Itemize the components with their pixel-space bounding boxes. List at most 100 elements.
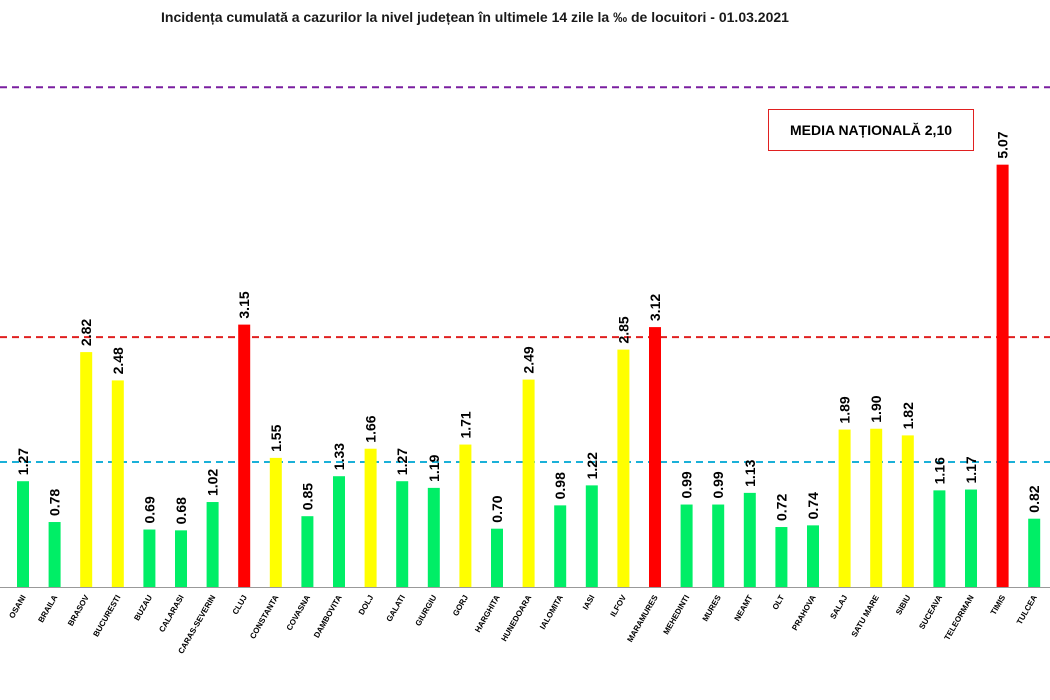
value-label-neamt: 1.13 bbox=[742, 459, 758, 486]
value-label-mehedinti: 0.99 bbox=[679, 471, 695, 498]
bar-harghita bbox=[491, 528, 503, 587]
category-label-covasna: COVASNA bbox=[285, 593, 313, 632]
bar-covasna bbox=[301, 516, 314, 587]
category-label-braila: BRAILA bbox=[36, 593, 59, 624]
bar-calarasi bbox=[175, 530, 187, 587]
category-label-constanta: CONSTANTA bbox=[248, 593, 280, 640]
category-label-giurgiu: GIURGIU bbox=[414, 593, 439, 627]
value-label-bucuresti: 2.48 bbox=[110, 347, 126, 374]
bar-suceava bbox=[933, 490, 946, 587]
category-label-bucuresti: BUCURESTI bbox=[91, 594, 122, 639]
bar-constanta bbox=[269, 457, 282, 587]
value-label-galati: 1.27 bbox=[394, 448, 410, 475]
category-label-mehedinti: MEHEDINTI bbox=[662, 594, 692, 637]
value-label-gorj: 1.71 bbox=[457, 411, 473, 438]
bar-dambovita bbox=[333, 476, 345, 587]
category-label-sibiu: SIBIU bbox=[894, 593, 913, 616]
bar-brasov bbox=[80, 352, 93, 587]
category-label-neamt: NEAMT bbox=[733, 593, 755, 622]
bars-group bbox=[17, 164, 1041, 587]
value-label-timis: 5.07 bbox=[995, 131, 1011, 158]
bar-salaj bbox=[838, 429, 851, 587]
category-label-salaj: SALAJ bbox=[828, 594, 849, 621]
category-labels-group: OSANI BRAILA BRASOV BUCURESTI BUZAU CALARASI C… bbox=[7, 593, 1039, 655]
value-label-mures: 0.99 bbox=[710, 471, 726, 498]
bar-botosani bbox=[17, 481, 29, 587]
category-label-teleorman: TELEORMAN bbox=[943, 593, 976, 642]
bar-giurgiu bbox=[427, 487, 440, 587]
bar-mures bbox=[712, 504, 725, 587]
category-label-timis: TIMIS bbox=[989, 593, 1008, 617]
category-label-suceava: SUCEAVA bbox=[917, 593, 944, 631]
category-label-dambovita: DAMBOVITA bbox=[312, 593, 344, 639]
bar-dolj bbox=[364, 448, 377, 587]
bar-hunedoara bbox=[522, 379, 535, 587]
category-label-harghita: HARGHITA bbox=[473, 593, 502, 634]
bar-timis bbox=[996, 164, 1009, 587]
value-label-ilfov: 2.85 bbox=[615, 316, 631, 343]
bar-cluj bbox=[238, 324, 251, 587]
category-label-dolj: DOLJ bbox=[357, 594, 375, 617]
value-label-botosani: 1.27 bbox=[15, 448, 31, 475]
category-label-ilfov: ILFOV bbox=[609, 593, 629, 618]
category-label-iasi: IASI bbox=[581, 594, 597, 612]
bar-maramures bbox=[649, 327, 661, 587]
bar-galati bbox=[396, 481, 409, 587]
value-label-prahova: 0.74 bbox=[805, 492, 821, 519]
value-label-caras-severin: 1.02 bbox=[205, 469, 221, 496]
category-label-maramures: MARAMURES bbox=[625, 593, 660, 644]
value-label-olt: 0.72 bbox=[773, 494, 789, 521]
value-label-calarasi: 0.68 bbox=[173, 497, 189, 524]
category-label-gorj: GORJ bbox=[451, 594, 470, 618]
bar-mehedinti bbox=[680, 504, 693, 587]
value-label-braila: 0.78 bbox=[47, 489, 63, 516]
value-label-ialomita: 0.98 bbox=[552, 472, 568, 499]
bar-iasi bbox=[585, 485, 598, 587]
category-label-satu-mare: SATU MARE bbox=[850, 593, 882, 639]
bar-prahova bbox=[807, 525, 819, 587]
value-label-maramures: 3.12 bbox=[647, 294, 663, 321]
value-label-teleorman: 1.17 bbox=[963, 456, 979, 483]
bar-neamt bbox=[743, 492, 756, 587]
category-label-cluj: CLUJ bbox=[231, 594, 249, 617]
category-label-calarasi: CALARASI bbox=[157, 594, 185, 634]
bar-caras-severin bbox=[206, 502, 219, 587]
value-label-buzau: 0.69 bbox=[141, 496, 157, 523]
value-label-salaj: 1.89 bbox=[837, 396, 853, 423]
bar-sibiu bbox=[901, 435, 914, 587]
value-label-hunedoara: 2.49 bbox=[521, 346, 537, 373]
national-average-annotation: MEDIA NAȚIONALĂ 2,10 bbox=[768, 109, 974, 151]
value-label-tulcea: 0.82 bbox=[1026, 485, 1042, 512]
bar-buzau bbox=[143, 529, 156, 587]
chart-title: Incidența cumulată a cazurilor la nivel … bbox=[161, 9, 789, 25]
value-label-brasov: 2.82 bbox=[78, 319, 94, 346]
category-label-hunedoara: HUNEDOARA bbox=[500, 593, 534, 643]
value-labels-group: 1.27 0.78 2.82 2.48 0.69 0.68 1.02 3.15 1.55 0.85… bbox=[15, 131, 1042, 524]
bar-tulcea bbox=[1028, 518, 1041, 587]
category-label-brasov: BRASOV bbox=[66, 593, 91, 628]
category-label-galati: GALATI bbox=[385, 594, 407, 624]
value-label-harghita: 0.70 bbox=[489, 495, 505, 522]
category-label-botosani: OSANI bbox=[7, 594, 27, 620]
bar-ilfov bbox=[617, 349, 630, 587]
value-label-constanta: 1.55 bbox=[268, 424, 284, 451]
category-label-tulcea: TULCEA bbox=[1015, 593, 1039, 626]
category-label-ialomita: IALOMITA bbox=[538, 593, 565, 631]
bar-ialomita bbox=[554, 505, 567, 587]
value-label-dolj: 1.66 bbox=[363, 415, 379, 442]
bar-satu-mare bbox=[870, 428, 883, 587]
value-label-giurgiu: 1.19 bbox=[426, 454, 442, 481]
category-label-prahova: PRAHOVA bbox=[790, 593, 818, 632]
category-label-mures: MURES bbox=[701, 593, 724, 623]
category-label-olt: OLT bbox=[771, 593, 787, 611]
bar-bucuresti bbox=[111, 380, 124, 587]
value-label-dambovita: 1.33 bbox=[331, 443, 347, 470]
value-label-satu-mare: 1.90 bbox=[868, 395, 884, 422]
bar-teleorman bbox=[965, 489, 977, 587]
value-label-iasi: 1.22 bbox=[584, 452, 600, 479]
value-label-covasna: 0.85 bbox=[299, 483, 315, 510]
value-label-sibiu: 1.82 bbox=[900, 402, 916, 429]
value-label-suceava: 1.16 bbox=[931, 457, 947, 484]
value-label-cluj: 3.15 bbox=[236, 291, 252, 318]
